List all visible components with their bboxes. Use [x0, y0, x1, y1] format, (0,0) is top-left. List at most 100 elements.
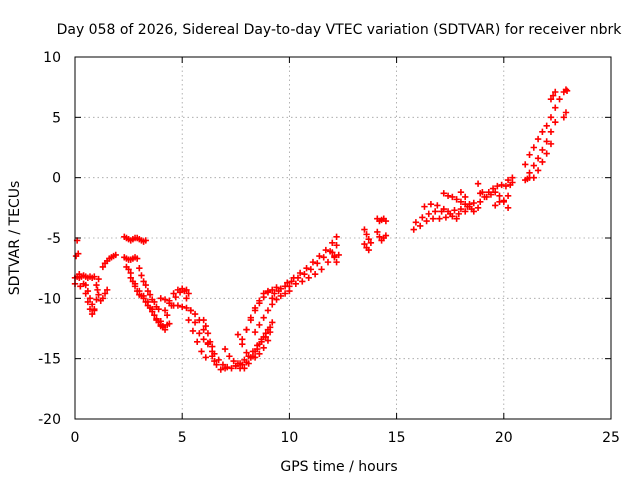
data-point [412, 219, 420, 226]
data-point [142, 281, 149, 289]
data-point [492, 188, 499, 196]
data-point [157, 295, 164, 302]
data-point [133, 255, 141, 262]
data-point [146, 291, 154, 298]
data-point [161, 307, 169, 314]
data-point [153, 316, 160, 324]
data-point [547, 140, 555, 148]
data-point [163, 321, 171, 329]
x-tick-label: 10 [280, 430, 298, 446]
data-point [549, 92, 557, 99]
data-point [374, 228, 381, 236]
data-point [504, 192, 512, 199]
data-point [290, 274, 297, 282]
data-point [94, 286, 101, 294]
data-point [91, 273, 98, 280]
data-point [311, 271, 319, 278]
data-point [447, 210, 454, 218]
data-point [142, 298, 149, 306]
data-point [453, 215, 460, 222]
data-point [95, 291, 102, 298]
data-point [264, 307, 272, 314]
data-point [176, 289, 184, 296]
data-point [127, 269, 134, 277]
data-point [256, 297, 263, 304]
data-point [534, 167, 542, 174]
data-point [322, 246, 330, 254]
data-point [416, 222, 424, 230]
data-point [361, 226, 368, 233]
data-point [530, 144, 538, 151]
data-point [179, 303, 186, 310]
data-point [140, 295, 147, 302]
data-point [93, 281, 100, 289]
data-point [494, 182, 501, 190]
data-point [423, 217, 430, 225]
data-point [466, 201, 473, 208]
data-point [534, 135, 542, 143]
data-point [382, 217, 390, 225]
data-point [539, 146, 546, 154]
data-point [264, 337, 272, 344]
data-point [539, 158, 546, 166]
data-point [547, 114, 555, 121]
data-point [436, 215, 443, 222]
data-point [211, 350, 218, 358]
data-point [191, 310, 199, 318]
x-tick-label: 5 [178, 430, 187, 446]
data-point [125, 266, 132, 273]
data-point [112, 251, 119, 259]
data-point [331, 254, 338, 261]
data-point [157, 318, 164, 325]
data-point [151, 312, 158, 319]
data-point [477, 198, 484, 205]
data-point [219, 361, 227, 368]
data-point [376, 233, 383, 240]
data-point [292, 280, 300, 288]
data-point [133, 287, 141, 295]
data-point [185, 290, 192, 297]
data-point [202, 354, 209, 361]
data-point [99, 295, 107, 302]
data-point [329, 249, 336, 256]
data-point [86, 295, 94, 302]
data-point [427, 201, 435, 208]
data-point [440, 190, 447, 197]
data-point [504, 204, 512, 212]
data-point [241, 365, 248, 372]
data-point [273, 284, 280, 291]
data-point [264, 287, 272, 295]
data-point [431, 208, 439, 215]
data-point [144, 302, 152, 309]
data-point [500, 197, 507, 204]
data-point [333, 258, 340, 266]
data-point [504, 176, 512, 184]
data-point [251, 304, 259, 312]
data-point [239, 361, 246, 368]
data-point [170, 290, 177, 297]
data-point [254, 345, 261, 353]
data-point [419, 214, 426, 221]
data-point [174, 302, 182, 309]
data-point [552, 88, 559, 96]
data-point [284, 279, 291, 286]
data-point [228, 365, 235, 372]
data-point [88, 310, 96, 318]
data-point [200, 326, 207, 333]
data-point [335, 251, 342, 259]
data-point [148, 308, 156, 315]
data-point [172, 293, 179, 301]
data-point [556, 96, 563, 103]
data-point [329, 239, 336, 247]
data-point [183, 304, 190, 312]
data-point [530, 162, 538, 169]
data-point [288, 278, 295, 285]
data-point [161, 296, 169, 303]
data-point [196, 330, 203, 337]
data-point [552, 104, 559, 111]
x-tick-label: 25 [602, 430, 620, 446]
data-point [189, 327, 197, 335]
data-point [181, 287, 188, 295]
data-point [281, 290, 289, 297]
data-point [194, 338, 201, 345]
